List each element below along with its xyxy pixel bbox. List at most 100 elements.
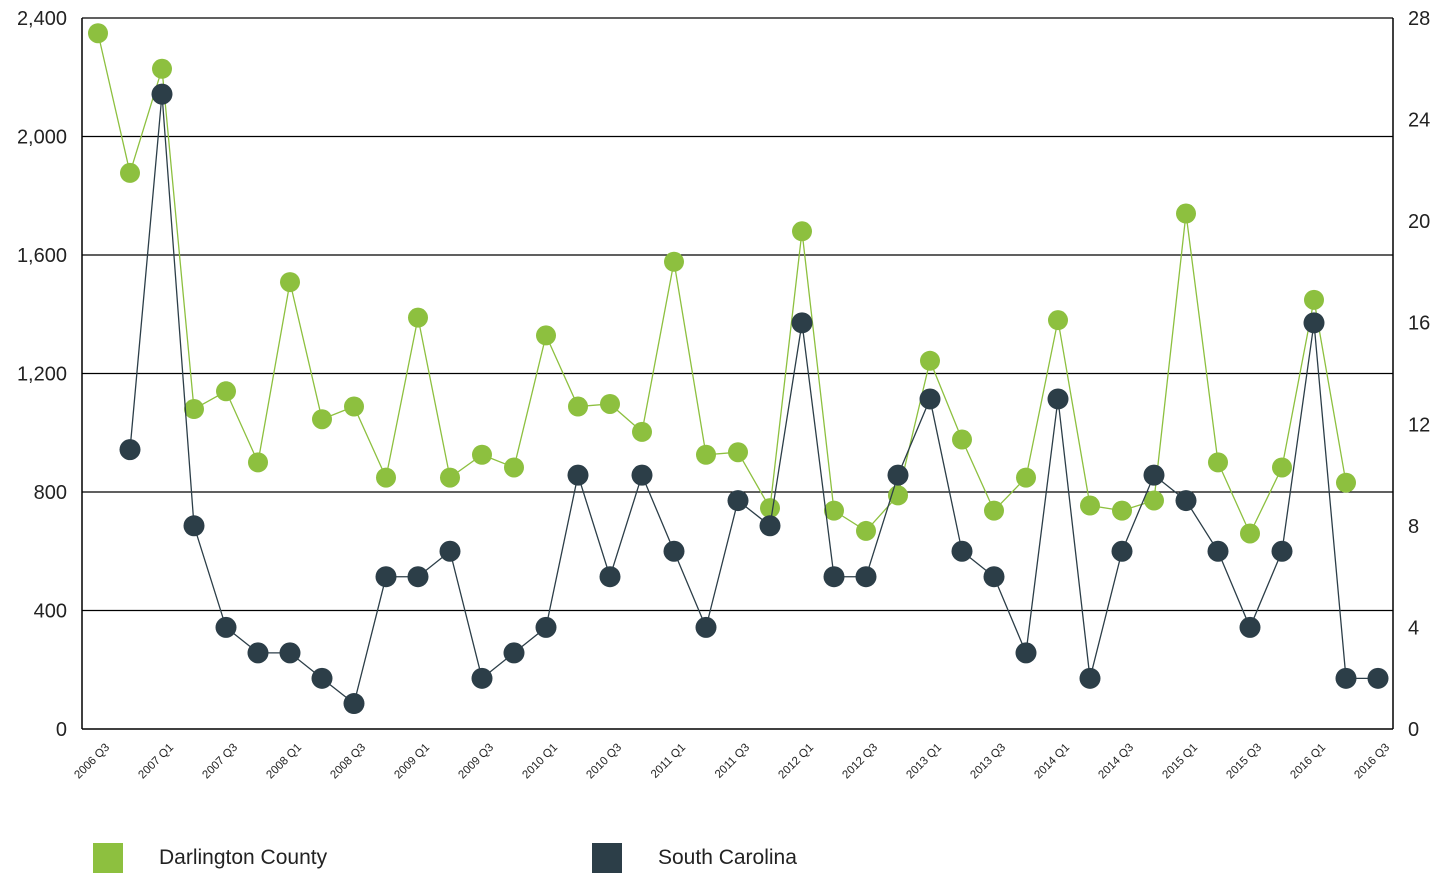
data-point-south-carolina [536,617,557,638]
data-point-darlington [1048,310,1068,330]
data-point-darlington [696,445,716,465]
data-point-south-carolina [408,566,429,587]
data-point-darlington [856,521,876,541]
data-point-darlington [88,23,108,43]
data-point-darlington [1176,204,1196,224]
y-left-tick-label: 800 [34,482,67,504]
data-point-south-carolina [1336,668,1357,689]
y-left-tick-label: 0 [56,719,67,741]
data-point-darlington [536,325,556,345]
data-point-south-carolina [888,465,909,486]
x-tick-label: 2008 Q1 [264,742,304,782]
y-right-tick-label: 24 [1408,110,1430,132]
data-point-south-carolina [760,515,781,536]
data-point-south-carolina [1048,388,1069,409]
data-point-south-carolina [504,642,525,663]
y-right-tick-label: 28 [1408,8,1430,30]
x-tick-label: 2016 Q3 [1352,742,1392,782]
data-point-darlington [1208,452,1228,472]
grid-lines [82,18,1393,611]
y-left-tick-label: 1,200 [17,364,67,386]
data-point-darlington [984,501,1004,521]
legend-swatch-darlington [93,843,123,873]
x-tick-label: 2013 Q3 [968,742,1008,782]
data-point-darlington [1112,501,1132,521]
data-point-darlington [120,163,140,183]
legend-swatch-south-carolina [592,843,622,873]
y-right-tick-label: 12 [1408,414,1430,436]
data-point-south-carolina [1272,541,1293,562]
data-point-south-carolina [152,84,173,105]
x-tick-label: 2006 Q3 [72,742,112,782]
data-point-south-carolina [1112,541,1133,562]
data-point-south-carolina [1240,617,1261,638]
data-point-south-carolina [280,642,301,663]
data-point-darlington [1240,523,1260,543]
data-point-south-carolina [824,566,845,587]
data-point-darlington [312,409,332,429]
data-point-south-carolina [1208,541,1229,562]
x-tick-label: 2014 Q1 [1032,742,1072,782]
x-tick-label: 2007 Q1 [136,742,176,782]
data-point-darlington [1304,290,1324,310]
data-point-south-carolina [344,693,365,714]
data-point-south-carolina [856,566,877,587]
data-point-south-carolina [568,465,589,486]
data-point-south-carolina [440,541,461,562]
x-tick-label: 2015 Q3 [1224,742,1264,782]
y-left-tick-label: 2,400 [17,8,67,30]
data-point-darlington [632,422,652,442]
x-tick-label: 2016 Q1 [1288,742,1328,782]
data-point-south-carolina [1144,465,1165,486]
data-point-south-carolina [248,642,269,663]
data-point-darlington [1336,473,1356,493]
data-point-south-carolina [1176,490,1197,511]
data-point-darlington [184,399,204,419]
data-point-darlington [728,442,748,462]
data-point-south-carolina [1080,668,1101,689]
data-point-darlington [760,498,780,518]
data-point-south-carolina [216,617,237,638]
y-left-tick-label: 400 [34,601,67,623]
data-point-south-carolina [1304,312,1325,333]
legend-item-south-carolina: South Carolina [592,843,797,873]
data-point-darlington [408,308,428,328]
data-point-darlington [280,272,300,292]
series-south-carolina [120,84,1389,714]
x-tick-label: 2010 Q1 [520,742,560,782]
y-right-tick-label: 16 [1408,313,1430,335]
data-point-south-carolina [312,668,333,689]
x-tick-label: 2015 Q1 [1160,742,1200,782]
data-point-darlington [248,452,268,472]
x-tick-label: 2011 Q3 [713,742,752,781]
data-point-south-carolina [472,668,493,689]
data-point-darlington [792,221,812,241]
data-point-darlington [152,59,172,79]
data-point-south-carolina [120,439,141,460]
data-point-darlington [344,397,364,417]
x-tick-label: 2009 Q3 [456,742,496,782]
data-point-south-carolina [376,566,397,587]
data-point-south-carolina [696,617,717,638]
x-tick-label: 2009 Q1 [392,742,432,782]
data-point-darlington [600,394,620,414]
x-tick-label: 2010 Q3 [584,742,624,782]
y-right-tick-label: 8 [1408,516,1419,538]
data-point-darlington [440,468,460,488]
x-tick-label: 2007 Q3 [200,742,240,782]
x-tick-label: 2012 Q1 [776,742,816,782]
series-darlington [88,23,1356,543]
y-left-tick-label: 2,000 [17,127,67,149]
data-point-south-carolina [952,541,973,562]
x-tick-label: 2013 Q1 [904,742,944,782]
y-right-tick-label: 20 [1408,211,1430,233]
data-point-darlington [376,468,396,488]
data-point-south-carolina [728,490,749,511]
legend-item-darlington: Darlington County [93,843,327,873]
data-point-south-carolina [632,465,653,486]
legend-label-darlington: Darlington County [159,846,327,870]
data-point-darlington [568,397,588,417]
x-tick-label: 2012 Q3 [840,742,880,782]
data-point-darlington [1080,496,1100,516]
